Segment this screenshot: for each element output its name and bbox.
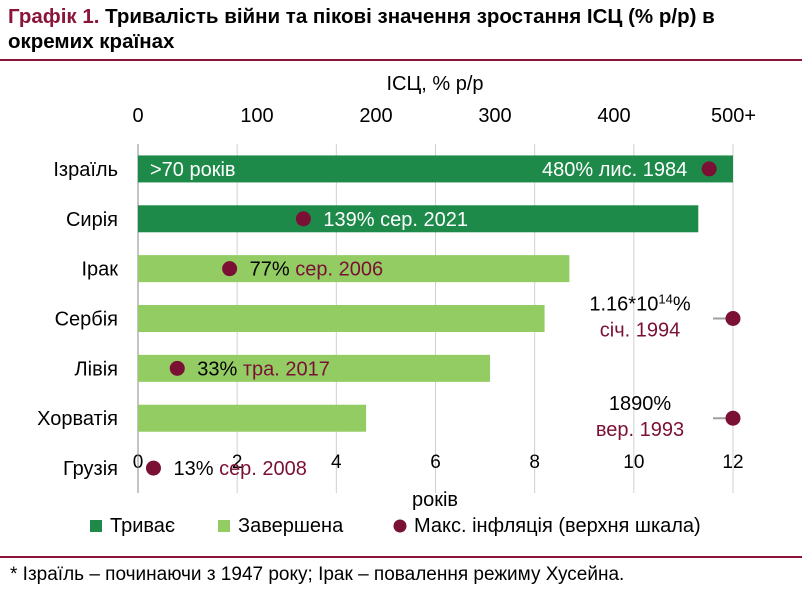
max-inflation-marker <box>295 211 311 227</box>
legend-label: Триває <box>110 515 175 537</box>
x-tick-label: 4 <box>331 452 342 473</box>
legend-label: Завершена <box>238 515 344 537</box>
max-inflation-marker <box>725 410 741 426</box>
category-label: Лівія <box>75 358 118 380</box>
max-inflation-marker <box>222 261 238 277</box>
bar-completed <box>138 354 491 382</box>
x-axis-title: років <box>412 489 458 511</box>
title-rule <box>0 59 802 61</box>
category-label: Ізраїль <box>53 159 118 181</box>
bar-label: >70 років <box>150 159 236 181</box>
footer-rule <box>0 556 802 558</box>
chart-title: Графік 1. Тривалість війни та пікові зна… <box>8 4 798 54</box>
max-inflation-marker <box>725 311 741 326</box>
bar-completed <box>138 255 570 283</box>
inflation-label: 77% сер. 2006 <box>250 259 383 281</box>
x-tick-label: 12 <box>722 452 743 473</box>
chart-title-label: Графік 1. <box>8 5 100 28</box>
top-tick-label: 0 <box>132 105 143 127</box>
max-inflation-marker <box>145 460 161 476</box>
inflation-date: вер. 1993 <box>596 419 684 441</box>
top-tick-label: 300 <box>478 105 511 127</box>
inflation-date: січ. 1994 <box>600 320 680 342</box>
inflation-value: 1890% <box>609 393 671 415</box>
top-tick-label: 400 <box>597 105 630 127</box>
category-label: Хорватія <box>37 408 118 430</box>
category-label: Грузія <box>63 458 118 480</box>
x-tick-label: 8 <box>529 452 540 473</box>
chart-title-text: Тривалість війни та пікові значення зрос… <box>8 5 715 53</box>
legend-label: Макс. інфляція (верхня шкала) <box>414 515 701 537</box>
max-inflation-marker <box>169 360 185 376</box>
legend-swatch <box>218 520 230 532</box>
inflation-label: 139% сер. 2021 <box>323 209 468 231</box>
inflation-label: 33% тра. 2017 <box>197 358 330 380</box>
x-tick-label: 2 <box>232 452 243 473</box>
category-label: Сирія <box>66 209 118 231</box>
bar-completed <box>138 404 367 432</box>
inflation-value: 1.16*1014% <box>589 292 690 316</box>
x-tick-label: 6 <box>430 452 441 473</box>
max-inflation-marker <box>701 161 717 177</box>
category-label: Сербія <box>55 309 118 331</box>
category-label: Ірак <box>81 259 118 281</box>
legend-swatch <box>90 520 102 532</box>
inflation-label: 480% лис. 1984 <box>542 159 687 181</box>
bar-completed <box>138 305 545 332</box>
bar-ongoing <box>138 205 699 233</box>
top-axis-title: ІСЦ, % р/р <box>386 73 483 95</box>
x-tick-label: 10 <box>623 452 644 473</box>
legend-marker <box>393 519 407 533</box>
footnote: * Ізраїль – починаючи з 1947 року; Ірак … <box>10 564 625 585</box>
top-tick-label: 500+ <box>711 105 756 127</box>
bar-ongoing <box>138 155 733 183</box>
top-tick-label: 200 <box>359 105 392 127</box>
inflation-label: 13% сер. 2008 <box>173 458 306 480</box>
top-tick-label: 100 <box>240 105 273 127</box>
